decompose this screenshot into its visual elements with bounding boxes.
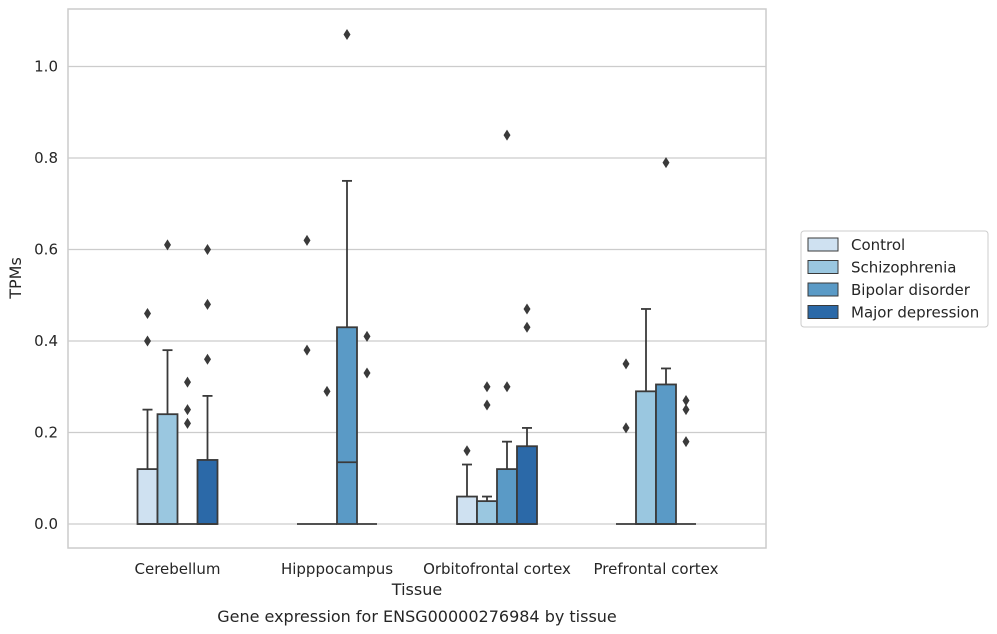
outlier-point <box>164 239 171 251</box>
y-tick-label: 0.2 <box>34 424 58 442</box>
outlier-point <box>503 129 511 141</box>
legend-frame <box>800 230 989 328</box>
x-tick-label: Cerebellum <box>135 560 221 578</box>
box-control <box>616 358 636 525</box>
box-major-depression <box>516 303 538 525</box>
box-schizophrenia <box>156 239 179 525</box>
box-control <box>297 234 317 525</box>
outlier-point <box>363 367 371 379</box>
outlier-point <box>204 244 211 255</box>
outlier-point <box>503 381 511 393</box>
outlier-point <box>662 157 670 169</box>
box-bipolar-disorder <box>655 157 677 525</box>
box-bipolar-disorder <box>496 129 518 525</box>
x-tick-label: Orbitofrontal cortex <box>423 560 571 578</box>
box-bipolar-disorder <box>336 28 358 525</box>
outlier-point <box>682 436 690 448</box>
legend: Control Schizophrenia Bipolar disorder Majo… <box>800 230 989 328</box>
plot-area-frame <box>67 8 767 549</box>
outlier-point <box>343 28 351 40</box>
y-tick-label: 0.0 <box>34 515 58 533</box>
outlier-point <box>483 381 491 393</box>
outlier-point <box>622 422 630 434</box>
iqr-box <box>156 413 179 525</box>
outlier-point <box>463 445 471 457</box>
figure-caption: Gene expression for ENSG00000276984 by t… <box>217 607 617 626</box>
iqr-box <box>635 390 657 525</box>
outlier-point <box>144 335 151 347</box>
iqr-box <box>196 459 219 525</box>
outlier-point <box>523 303 531 315</box>
outlier-point <box>363 330 371 342</box>
y-axis-label: TPMs <box>6 257 25 300</box>
y-tick-label: 0.8 <box>34 149 58 167</box>
legend-label: Bipolar disorder <box>851 281 971 299</box>
outlier-point <box>303 234 311 246</box>
legend-swatch <box>807 260 839 274</box>
y-tick-label: 0.4 <box>34 332 58 350</box>
outlier-point <box>323 385 331 397</box>
box-bipolar-disorder <box>177 376 198 525</box>
legend-swatch <box>807 237 839 252</box>
outlier-point <box>682 394 690 406</box>
box-control <box>456 445 478 525</box>
outlier-point <box>523 321 531 333</box>
x-tick-label: Prefrontal cortex <box>594 560 719 578</box>
outlier-point <box>303 344 311 356</box>
box-schizophrenia <box>317 385 337 525</box>
outlier-point <box>204 298 211 310</box>
outlier-point <box>204 353 211 365</box>
iqr-box <box>456 495 478 525</box>
outlier-point <box>184 404 191 416</box>
iqr-box <box>516 445 538 525</box>
outlier-point <box>184 376 191 388</box>
legend-label: Control <box>851 236 905 254</box>
box-major-depression <box>357 330 377 525</box>
legend-label: Schizophrenia <box>851 259 956 277</box>
outlier-point <box>483 399 491 411</box>
outlier-point <box>144 308 151 320</box>
box-major-depression <box>676 394 696 525</box>
iqr-box <box>496 468 518 525</box>
box-plot-marks <box>136 28 696 525</box>
iqr-box <box>336 326 358 525</box>
x-tick-label: Hipppocampus <box>281 560 393 578</box>
iqr-box <box>136 468 159 525</box>
outlier-point <box>184 417 191 429</box>
box-control <box>136 308 159 525</box>
iqr-box <box>476 500 498 525</box>
y-tick-label: 1.0 <box>34 58 58 76</box>
iqr-box <box>655 383 677 525</box>
box-major-depression <box>196 244 219 525</box>
y-tick-label: 0.6 <box>34 241 58 259</box>
outlier-point <box>622 358 630 370</box>
y-axis-ticks: 0.0 0.2 0.4 0.6 0.8 1.0 <box>34 58 58 534</box>
legend-swatch <box>807 305 839 319</box>
legend-label: Major depression <box>851 304 979 322</box>
outlier-point <box>682 404 690 416</box>
x-axis-label: Tissue <box>391 580 442 599</box>
x-axis-ticks: Cerebellum Hipppocampus Orbitofrontal cort… <box>135 560 719 578</box>
legend-swatch <box>807 282 839 297</box>
box-schizophrenia <box>476 381 498 525</box>
